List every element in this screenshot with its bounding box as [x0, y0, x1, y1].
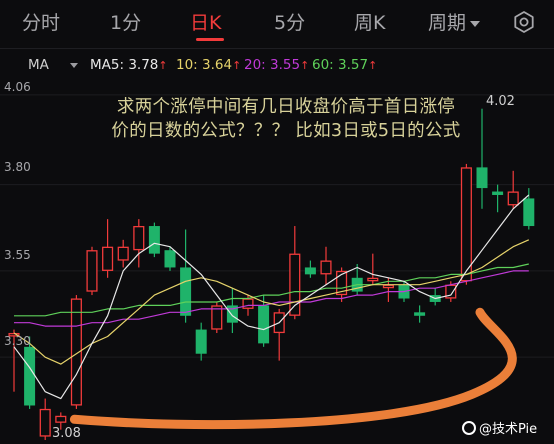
candle-body-down [492, 192, 503, 195]
candle-body-up [56, 416, 66, 422]
candle-body-down [258, 305, 269, 343]
candle-body-up [368, 278, 378, 280]
candle-body-up [87, 251, 97, 291]
candle-body-up [134, 227, 144, 250]
annotation-line-1: 求两个涨停中间有几日收盘价高于首日涨停 [76, 95, 496, 119]
y-tick-label: 4.06 [4, 80, 31, 94]
candle-body-down [165, 250, 176, 267]
candle-body-up [321, 261, 331, 274]
y-tick-label: 3.55 [4, 248, 31, 262]
high-price-label: 4.02 [486, 94, 515, 109]
y-tick-label: 3.30 [4, 334, 31, 348]
watermark-text: @技术Pie [479, 422, 537, 437]
candle-body-down [305, 267, 316, 274]
candle-body-up [118, 247, 128, 260]
candle-body-down [24, 347, 35, 406]
candle-body-down [196, 330, 207, 354]
candle-body-down [180, 267, 191, 315]
candle-body-up [40, 410, 50, 436]
candle-body-up [103, 247, 113, 270]
annotation-line-2: 价的日数的公式？？？ 比如3日或5日的公式 [76, 119, 496, 143]
low-price-label: 3.08 [52, 426, 81, 441]
watermark-logo-icon [462, 421, 476, 435]
candle-body-up [462, 168, 472, 281]
candle-body-down [477, 167, 488, 188]
question-annotation: 求两个涨停中间有几日收盘价高于首日涨停 价的日数的公式？？？ 比如3日或5日的公… [76, 95, 496, 143]
candle-body-up [384, 285, 394, 287]
candle-body-down [149, 226, 160, 254]
candle-body-up [508, 192, 518, 205]
y-tick-label: 3.80 [4, 160, 31, 174]
watermark: @技术Pie [462, 418, 537, 437]
candle-body-down [414, 312, 425, 315]
candle-body-up [243, 299, 253, 308]
candle-body-down [523, 198, 534, 226]
highlight-stroke [74, 312, 512, 424]
